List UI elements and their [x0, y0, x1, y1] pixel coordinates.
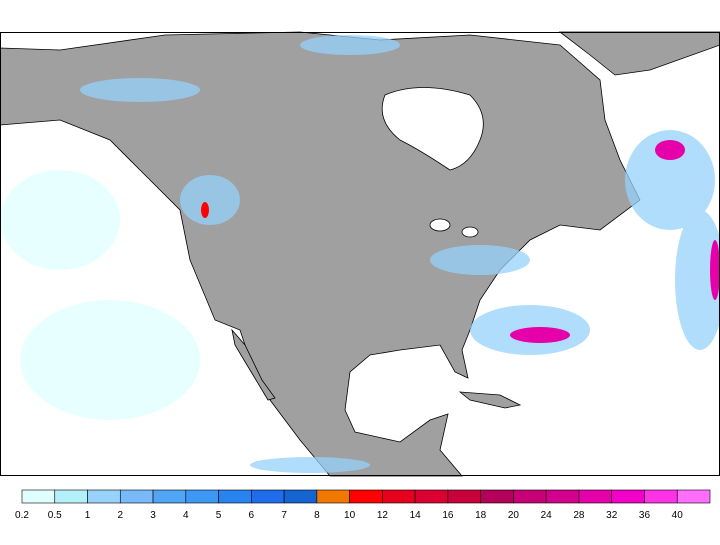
colorbar-label: 20 [508, 510, 520, 521]
colorbar-swatch [611, 489, 645, 504]
colorbar-label: 10 [344, 510, 356, 521]
colorbar: 0.2 0.5 1 2 3 4 5 6 7 8 10 12 14 16 18 20 24 28 32 36 40 [15, 489, 711, 521]
colorbar-swatch [414, 489, 449, 504]
north-america [0, 31, 641, 477]
colorbar-label: 16 [442, 510, 454, 521]
colorbar-label: 0.2 [15, 510, 29, 521]
colorbar-label: 4 [183, 510, 189, 521]
greenland [558, 31, 720, 76]
colorbar-swatch [119, 489, 154, 504]
precip [0, 35, 720, 473]
colorbar-label: 40 [672, 510, 684, 521]
heavy-precip [201, 140, 720, 343]
colorbar-swatch [545, 489, 580, 504]
colorbar-swatch [480, 489, 514, 504]
colorbar-swatch [382, 489, 416, 504]
colorbar-swatch [218, 489, 252, 504]
colorbar-swatch [447, 489, 481, 504]
colorbar-label: 14 [410, 510, 422, 521]
colorbar-label: 18 [475, 510, 487, 521]
colorbar-label: 32 [606, 510, 618, 521]
colorbar-label: 24 [541, 510, 553, 521]
colorbar-label: 5 [216, 510, 222, 521]
colorbar-label: 1 [85, 510, 91, 521]
hudson-bay [381, 87, 484, 171]
colorbar-swatch [87, 489, 121, 504]
land [0, 31, 720, 477]
colorbar-swatch [54, 489, 88, 504]
colorbar-swatch [513, 489, 547, 504]
colorbar-swatch [21, 489, 56, 504]
colorbar-label: 6 [249, 510, 255, 521]
colorbar-swatch [283, 489, 318, 504]
colorbar-label: 2 [118, 510, 124, 521]
baja [231, 328, 276, 401]
colorbar-swatch [152, 489, 187, 504]
colorbar-swatch [185, 489, 219, 504]
colorbar-swatch [251, 489, 285, 504]
colorbar-swatch [676, 489, 711, 504]
colorbar-label: 28 [573, 510, 585, 521]
lake [429, 218, 451, 232]
colorbar-swatch [316, 489, 350, 504]
colorbar-label: 0.5 [48, 510, 62, 521]
colorbar-label: 12 [377, 510, 389, 521]
colorbar-label: 36 [639, 510, 651, 521]
colorbar-swatch [578, 489, 613, 504]
lake [461, 226, 479, 238]
cuba [458, 391, 522, 409]
colorbar-label: 8 [314, 510, 320, 521]
colorbar-swatch [644, 489, 678, 504]
lakes [381, 87, 484, 238]
colorbar-label: 7 [281, 510, 287, 521]
colorbar-swatch [349, 489, 383, 504]
colorbar-label: 3 [150, 510, 156, 521]
